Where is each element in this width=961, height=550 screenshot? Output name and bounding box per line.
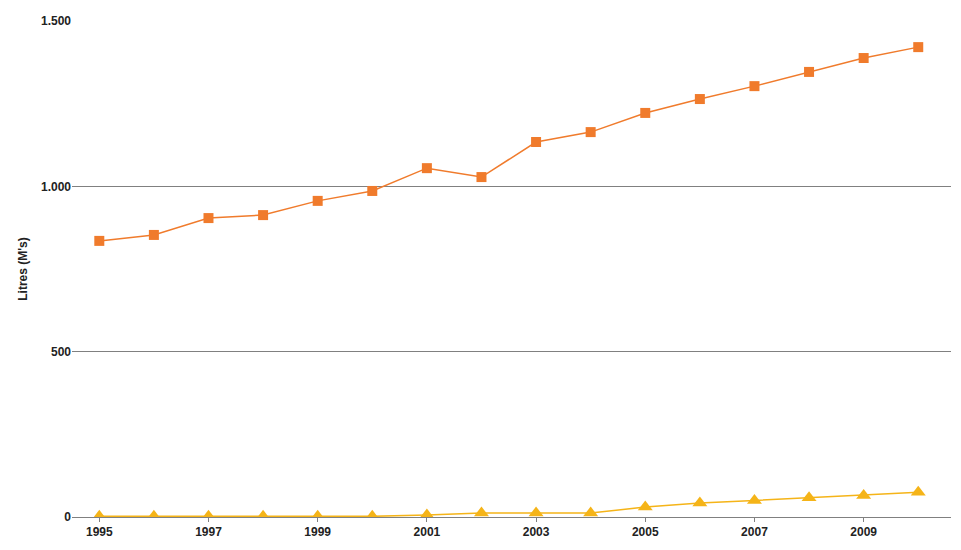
svg-text:1.500: 1.500: [41, 14, 71, 28]
svg-text:2007: 2007: [741, 525, 768, 539]
svg-text:2005: 2005: [632, 525, 659, 539]
svg-text:500: 500: [51, 345, 71, 359]
svg-text:1997: 1997: [195, 525, 222, 539]
svg-text:0: 0: [64, 510, 71, 524]
svg-text:2001: 2001: [414, 525, 441, 539]
svg-text:2009: 2009: [850, 525, 877, 539]
svg-text:1995: 1995: [86, 525, 113, 539]
svg-text:2003: 2003: [523, 525, 550, 539]
svg-text:1.000: 1.000: [41, 180, 71, 194]
svg-text:Litres (M's): Litres (M's): [16, 237, 30, 301]
svg-text:1999: 1999: [304, 525, 331, 539]
